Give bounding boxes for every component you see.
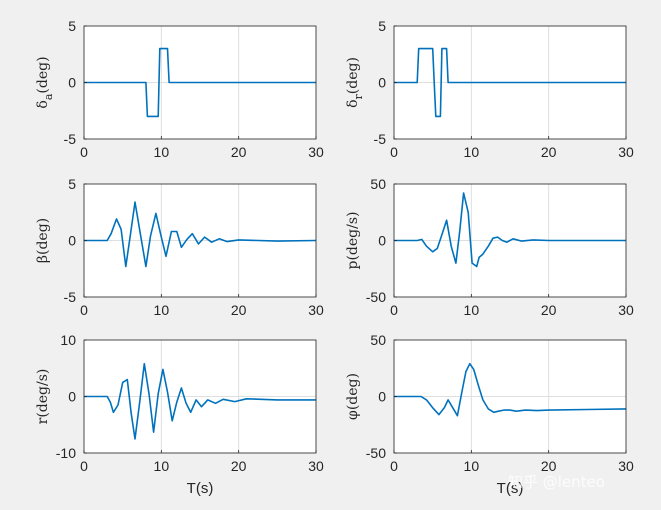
x-tick-label: 20 — [231, 144, 247, 160]
y-axis-label: δr(deg) — [345, 57, 365, 108]
series-line-1 — [394, 47, 626, 118]
y-tick-label: -10 — [56, 445, 76, 461]
y-tick-label: 10 — [60, 332, 76, 348]
x-tick-label: 0 — [390, 144, 398, 160]
x-tick-label: 30 — [308, 144, 324, 160]
series-line-1 — [84, 362, 316, 440]
y-axis-label-sub: a — [42, 93, 55, 100]
series-line-1 — [394, 362, 627, 417]
y-tick-label: 0 — [68, 389, 76, 405]
y-tick-label: 5 — [68, 176, 76, 192]
x-tick-label: 30 — [308, 302, 324, 318]
x-tick-label: 10 — [464, 458, 480, 474]
y-tick-label: -5 — [374, 131, 387, 147]
y-tick-label: -5 — [64, 289, 77, 305]
y-axis-label-main: δ — [35, 100, 51, 108]
x-tick-label: 10 — [154, 302, 170, 318]
y-tick-label: -50 — [366, 289, 386, 305]
x-tick-label: 0 — [390, 458, 398, 474]
y-axis-label-main: r(deg/s) — [35, 369, 51, 425]
x-tick-label: 30 — [618, 302, 634, 318]
y-tick-label: 0 — [378, 389, 386, 405]
x-tick-label: 0 — [80, 144, 88, 160]
y-axis-label-tail: (deg) — [35, 56, 51, 93]
y-axis-label-tail: (deg) — [35, 218, 51, 255]
y-axis-label: p(deg/s) — [345, 212, 361, 270]
x-tick-label: 0 — [80, 458, 88, 474]
y-axis-label-main: φ — [345, 410, 361, 420]
x-tick-label: 10 — [464, 144, 480, 160]
x-tick-label: 0 — [80, 302, 88, 318]
y-axis-label: δa(deg) — [35, 56, 55, 108]
x-tick-label: 0 — [390, 302, 398, 318]
y-axis-label-tail: (deg) — [345, 373, 361, 410]
y-tick-label: 0 — [68, 75, 76, 91]
y-tick-label: 0 — [378, 233, 386, 249]
x-tick-label: 30 — [308, 458, 324, 474]
y-tick-label: 0 — [378, 75, 386, 91]
y-tick-label: 0 — [68, 233, 76, 249]
x-tick-label: 10 — [464, 302, 480, 318]
x-tick-label: 20 — [541, 302, 557, 318]
x-tick-label: 20 — [541, 144, 557, 160]
y-axis-label-main: β — [35, 255, 51, 263]
series-line-1 — [84, 201, 317, 268]
x-tick-label: 10 — [154, 144, 170, 160]
y-axis-label-main: δ — [345, 99, 361, 107]
y-tick-label: 50 — [370, 332, 386, 348]
x-tick-label: 10 — [154, 458, 170, 474]
y-axis-label-sub: r — [352, 93, 365, 99]
y-axis-label: r(deg/s) — [35, 369, 51, 425]
x-tick-label: 30 — [618, 144, 634, 160]
y-tick-label: 5 — [378, 18, 386, 34]
series-line-1 — [84, 47, 316, 118]
x-tick-label: 20 — [231, 458, 247, 474]
x-tick-label: 20 — [231, 302, 247, 318]
y-axis-label-tail: (deg) — [345, 57, 361, 94]
x-axis-label: T(s) — [187, 480, 214, 497]
y-axis-label: β(deg) — [35, 218, 51, 263]
x-tick-label: 30 — [618, 458, 634, 474]
y-tick-label: 50 — [370, 176, 386, 192]
y-tick-label: 5 — [68, 18, 76, 34]
watermark: 知乎 @lenteo — [508, 473, 605, 491]
y-axis-label-main: p(deg/s) — [345, 212, 361, 270]
y-tick-label: -50 — [366, 445, 386, 461]
x-axis-label: T(s) — [497, 480, 524, 497]
y-tick-label: -5 — [64, 131, 77, 147]
x-tick-label: 20 — [541, 458, 557, 474]
series-line-1 — [394, 192, 626, 268]
y-axis-label: φ(deg) — [345, 373, 361, 420]
